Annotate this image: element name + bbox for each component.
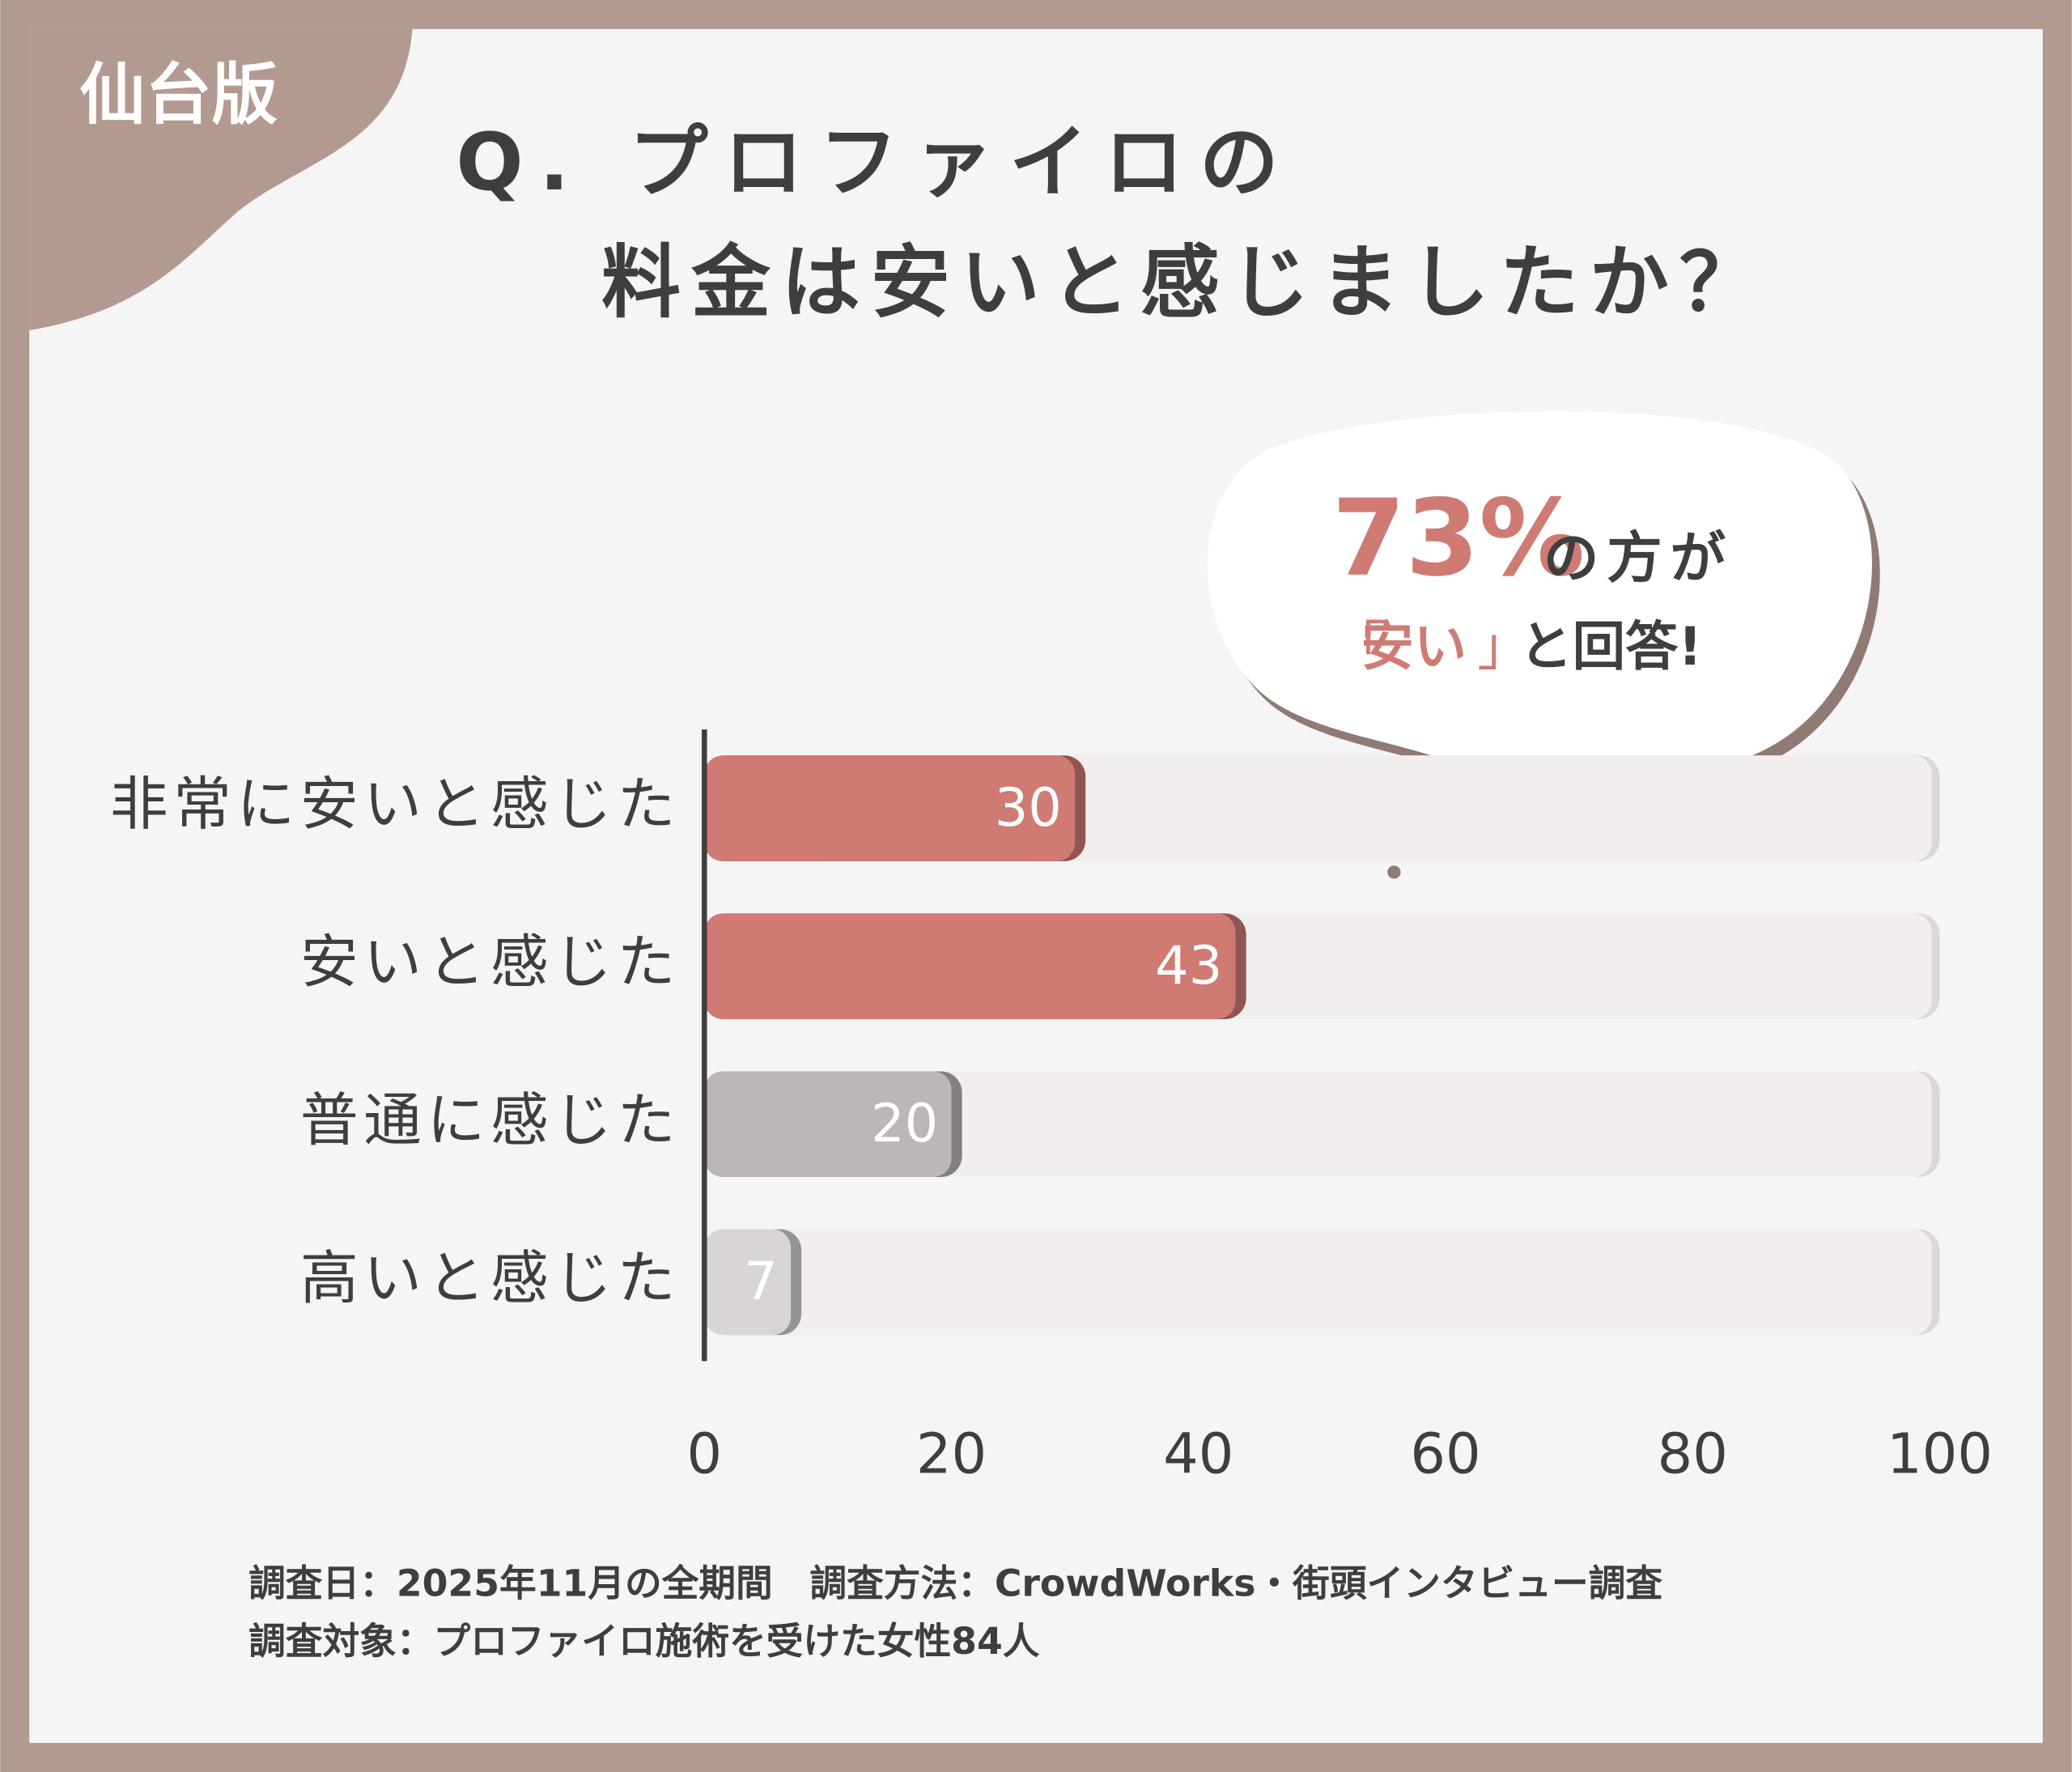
bar	[704, 1071, 952, 1178]
plot: 0 20 40 60 80 100 非常に安いと感じた 30 安いと感じた 43 普通に感じた 20 高…	[110, 729, 1993, 1487]
footnote: 調査対象：プロファイロ施術を受けた女性84人	[248, 1620, 1040, 1663]
value-label: 43	[1155, 935, 1222, 996]
x-tick-label: 100	[1887, 1422, 1993, 1487]
track-face	[704, 1071, 1932, 1178]
track-face	[704, 1229, 1932, 1336]
x-tick-label: 0	[686, 1422, 722, 1487]
y-tick-label: 普通に感じた	[300, 1086, 681, 1154]
callout-bracket: 「	[1332, 616, 1385, 678]
bar	[704, 913, 1236, 1019]
callout-bracket: 」	[1477, 616, 1530, 678]
callout-word: 安い	[1361, 616, 1467, 678]
title-line: Q. プロファイロの	[456, 117, 1294, 209]
value-label: 30	[995, 777, 1062, 839]
callout-text: の方が	[1543, 526, 1734, 591]
x-tick-label: 80	[1658, 1422, 1728, 1487]
x-tick-label: 40	[1163, 1422, 1233, 1487]
footnote: 調査日：2025年11月の全期間 調査方法：CrowdWorks・街頭インタビュ…	[248, 1562, 1662, 1604]
value-label: 7	[744, 1251, 778, 1312]
badge-shape	[29, 28, 413, 331]
panel	[29, 28, 2043, 1744]
y-tick-label: 安いと感じた	[300, 928, 681, 996]
badge: 仙台版	[79, 57, 278, 134]
x-tick-label: 60	[1410, 1422, 1480, 1487]
y-tick-label: 非常に安いと感じた	[110, 770, 681, 838]
bar	[704, 755, 1076, 861]
title-line: 料金は安いと感じましたか？	[601, 237, 1769, 329]
callout-bubble	[1207, 410, 1872, 800]
callout-percent: 73%	[1332, 477, 1586, 600]
callout-text: と回答!	[1519, 616, 1702, 678]
bar	[704, 1229, 792, 1336]
callout-dot	[1387, 865, 1401, 879]
y-tick-label: 高いと感じた	[300, 1243, 681, 1311]
value-label: 20	[871, 1093, 938, 1154]
x-tick-label: 20	[916, 1422, 987, 1487]
